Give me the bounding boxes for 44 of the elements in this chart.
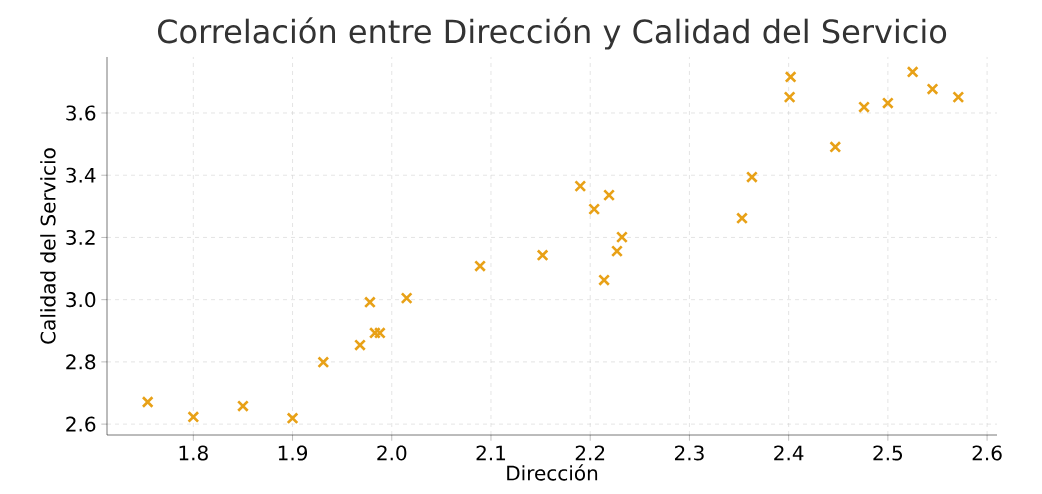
point xyxy=(906,65,919,78)
y-tick-label: 2.8 xyxy=(66,354,96,370)
point xyxy=(603,189,616,202)
point xyxy=(536,249,549,262)
y-tick-label: 2.6 xyxy=(66,416,96,432)
x-tick-label: 1.9 xyxy=(278,445,308,461)
point xyxy=(829,140,842,153)
point xyxy=(926,82,939,96)
point xyxy=(588,203,601,216)
x-tick-label: 2.2 xyxy=(575,445,605,461)
point xyxy=(187,410,200,424)
y-tick-label: 3.4 xyxy=(66,167,96,183)
y-axis-title: Calidad del Servicio xyxy=(40,148,56,344)
x-tick-label: 2.3 xyxy=(674,445,704,461)
point xyxy=(881,96,894,110)
y-tick-label: 3.6 xyxy=(66,105,96,121)
chart-title: Correlación entre Dirección y Calidad del Servicio xyxy=(157,17,947,50)
x-tick-label: 2.1 xyxy=(476,445,506,461)
point xyxy=(286,412,299,425)
point xyxy=(857,101,871,114)
point xyxy=(236,400,249,413)
point xyxy=(353,339,367,352)
point xyxy=(574,180,587,193)
point xyxy=(784,70,797,83)
x-tick-label: 2.5 xyxy=(873,445,903,461)
point xyxy=(317,356,330,369)
point xyxy=(615,231,629,244)
point xyxy=(141,395,154,409)
point xyxy=(783,91,796,104)
point xyxy=(598,274,611,287)
point xyxy=(474,260,487,273)
point xyxy=(952,91,965,104)
x-tick-label: 2.4 xyxy=(774,445,804,461)
point xyxy=(735,212,749,225)
y-tick-label: 3.0 xyxy=(66,292,96,308)
x-axis-title: Dirección xyxy=(507,464,598,481)
x-tick-label: 2.6 xyxy=(972,445,1002,461)
x-tick-label: 1.8 xyxy=(179,445,208,461)
point xyxy=(745,171,758,184)
y-tick-label: 3.2 xyxy=(66,229,95,246)
point xyxy=(363,296,376,309)
x-tick-label: 2.0 xyxy=(377,445,407,461)
point xyxy=(610,245,624,258)
point xyxy=(400,292,413,305)
